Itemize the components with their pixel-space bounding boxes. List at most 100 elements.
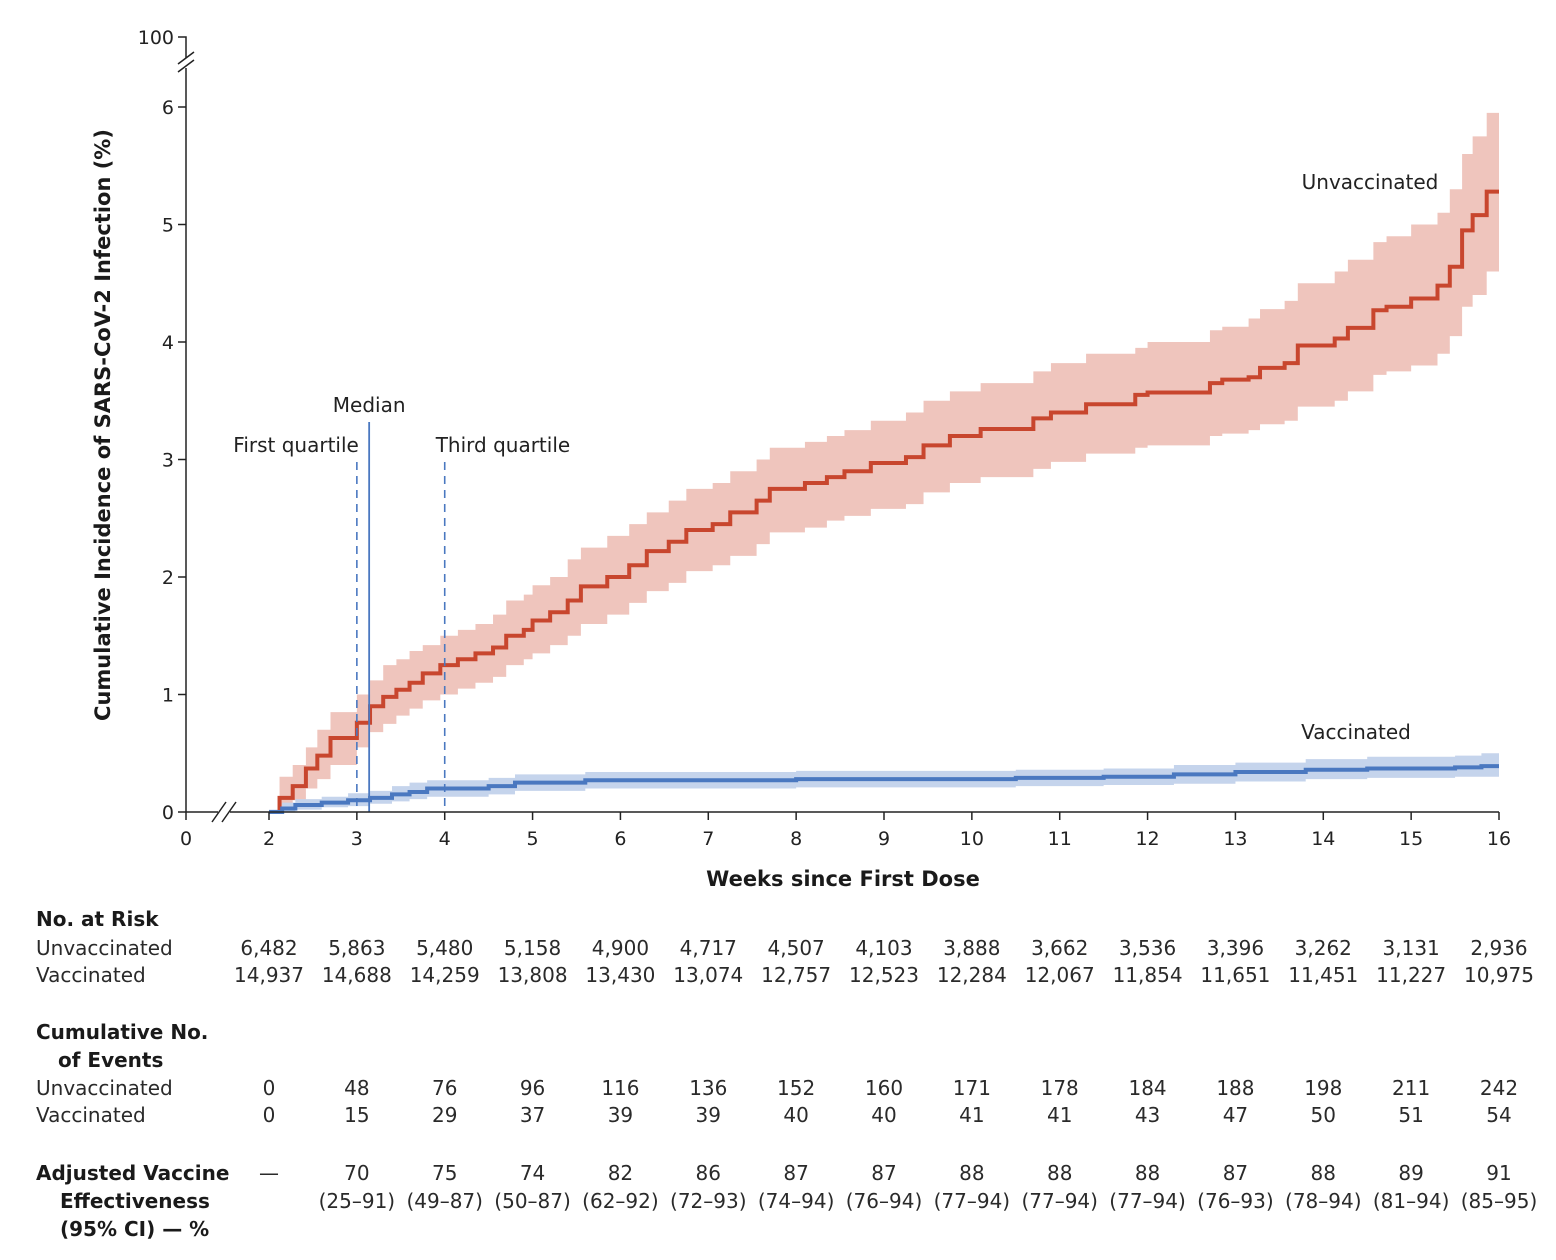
effectiveness-title: (95% CI) — % xyxy=(60,1217,210,1241)
effectiveness-title: Effectiveness xyxy=(60,1189,210,1213)
at-risk-value: 11,854 xyxy=(1112,963,1183,987)
effectiveness-value: 87 xyxy=(1222,1161,1249,1185)
x-tick-label: 11 xyxy=(1048,828,1072,850)
at-risk-value: 5,480 xyxy=(416,936,474,960)
x-tick-label: 9 xyxy=(878,828,890,850)
events-value: 171 xyxy=(952,1076,991,1100)
at-risk-value: 11,227 xyxy=(1376,963,1447,987)
row-label: Vaccinated xyxy=(36,1103,146,1127)
events-value: 178 xyxy=(1040,1076,1079,1100)
legend-label: Vaccinated xyxy=(1301,720,1411,744)
effectiveness-ci: (50–87) xyxy=(494,1189,571,1213)
events-title: of Events xyxy=(58,1048,164,1072)
at-risk-value: 2,936 xyxy=(1470,936,1528,960)
effectiveness-value: 91 xyxy=(1486,1161,1512,1185)
y-tick-label: 1 xyxy=(162,685,174,707)
at-risk-value: 14,259 xyxy=(409,963,480,987)
events-value: 211 xyxy=(1392,1076,1431,1100)
at-risk-value: 3,536 xyxy=(1118,936,1177,960)
events-value: 48 xyxy=(344,1076,370,1100)
events-title: Cumulative No. xyxy=(36,1020,209,1044)
effectiveness-value: 82 xyxy=(607,1161,634,1185)
effectiveness-value: 88 xyxy=(1046,1161,1073,1185)
events-value: 0 xyxy=(262,1076,276,1100)
events-value: 40 xyxy=(783,1103,809,1127)
x-tick-label: 0 xyxy=(180,828,192,850)
events-value: 43 xyxy=(1134,1103,1161,1127)
at-risk-value: 12,067 xyxy=(1024,963,1095,987)
y-tick-label: 4 xyxy=(162,332,174,354)
events-value: 15 xyxy=(344,1103,370,1127)
y-tick-label: 3 xyxy=(162,450,174,472)
effectiveness-value: 88 xyxy=(1134,1161,1161,1185)
events-value: 198 xyxy=(1304,1076,1343,1100)
at-risk-value: 5,863 xyxy=(328,936,386,960)
x-tick-label: 12 xyxy=(1135,828,1159,850)
x-tick-label: 8 xyxy=(790,828,802,850)
row-label: Unvaccinated xyxy=(36,936,173,960)
at-risk-value: 3,131 xyxy=(1382,936,1440,960)
events-value: 37 xyxy=(519,1103,546,1127)
effectiveness-value: 88 xyxy=(959,1161,985,1185)
at-risk-value: 14,937 xyxy=(234,963,304,987)
y-tick-label: 5 xyxy=(162,215,174,237)
effectiveness-ci: (49–87) xyxy=(406,1189,483,1213)
events-value: 51 xyxy=(1398,1103,1424,1127)
events-value: 41 xyxy=(959,1103,985,1127)
at-risk-value: 13,808 xyxy=(497,963,568,987)
at-risk-value: 3,888 xyxy=(943,936,1001,960)
effectiveness-ci: (85–95) xyxy=(1460,1189,1538,1213)
events-value: 184 xyxy=(1128,1076,1167,1100)
at-risk-value: 12,284 xyxy=(936,963,1007,987)
effectiveness-ci: (76–94) xyxy=(845,1189,923,1213)
at-risk-title: No. at Risk xyxy=(36,907,159,931)
y-tick-label: 100 xyxy=(138,27,174,49)
effectiveness-value: 74 xyxy=(519,1161,546,1185)
at-risk-value: 13,430 xyxy=(585,963,656,987)
at-risk-value: 4,507 xyxy=(767,936,825,960)
y-axis-break xyxy=(177,51,195,73)
confidence-band-1 xyxy=(269,753,1499,812)
at-risk-value: 4,103 xyxy=(855,936,913,960)
y-tick-label: 0 xyxy=(162,802,174,824)
at-risk-value: 6,482 xyxy=(240,936,298,960)
x-tick-label: 4 xyxy=(439,828,451,850)
y-tick-label: 2 xyxy=(162,567,174,589)
at-risk-value: 4,900 xyxy=(591,936,650,960)
at-risk-value: 3,662 xyxy=(1031,936,1089,960)
events-value: 40 xyxy=(871,1103,897,1127)
events-value: 160 xyxy=(864,1076,904,1100)
effectiveness-value: 86 xyxy=(695,1161,722,1185)
events-value: 188 xyxy=(1216,1076,1255,1100)
row-label: Unvaccinated xyxy=(36,1076,173,1100)
y-axis-title: Cumulative Incidence of SARS-CoV-2 Infec… xyxy=(91,129,115,721)
effectiveness-ci: (74–94) xyxy=(757,1189,835,1213)
series-line-vaccinated xyxy=(269,764,1499,814)
annotation-label: Median xyxy=(333,393,406,417)
at-risk-value: 14,688 xyxy=(321,963,392,987)
row-label: Vaccinated xyxy=(36,963,146,987)
effectiveness-value: 89 xyxy=(1398,1161,1424,1185)
y-tick-label: 6 xyxy=(162,97,174,119)
effectiveness-ci: (62–92) xyxy=(582,1189,659,1213)
events-value: 116 xyxy=(601,1076,640,1100)
at-risk-value: 3,396 xyxy=(1206,936,1265,960)
at-risk-value: 3,262 xyxy=(1294,936,1352,960)
kaplan-meier-chart: First quartile Median Third quartile Unvacc… xyxy=(91,27,1511,891)
legend-label: Unvaccinated xyxy=(1302,170,1439,194)
at-risk-value: 5,158 xyxy=(503,936,562,960)
x-tick-label: 2 xyxy=(263,828,275,850)
x-tick-label: 7 xyxy=(702,828,714,850)
events-value: 54 xyxy=(1486,1103,1512,1127)
effectiveness-ci: (81–94) xyxy=(1372,1189,1450,1213)
effectiveness-value: 87 xyxy=(783,1161,809,1185)
at-risk-value: 4,717 xyxy=(679,936,737,960)
events-value: 152 xyxy=(777,1076,816,1100)
at-risk-value: 13,074 xyxy=(673,963,744,987)
effectiveness-ci: (77–94) xyxy=(1021,1189,1098,1213)
at-risk-value: 12,757 xyxy=(761,963,832,987)
at-risk-value: 12,523 xyxy=(849,963,919,987)
effectiveness-title: Adjusted Vaccine xyxy=(36,1161,230,1185)
x-axis-title: Weeks since First Dose xyxy=(706,867,980,891)
effectiveness-value: — xyxy=(259,1161,279,1185)
